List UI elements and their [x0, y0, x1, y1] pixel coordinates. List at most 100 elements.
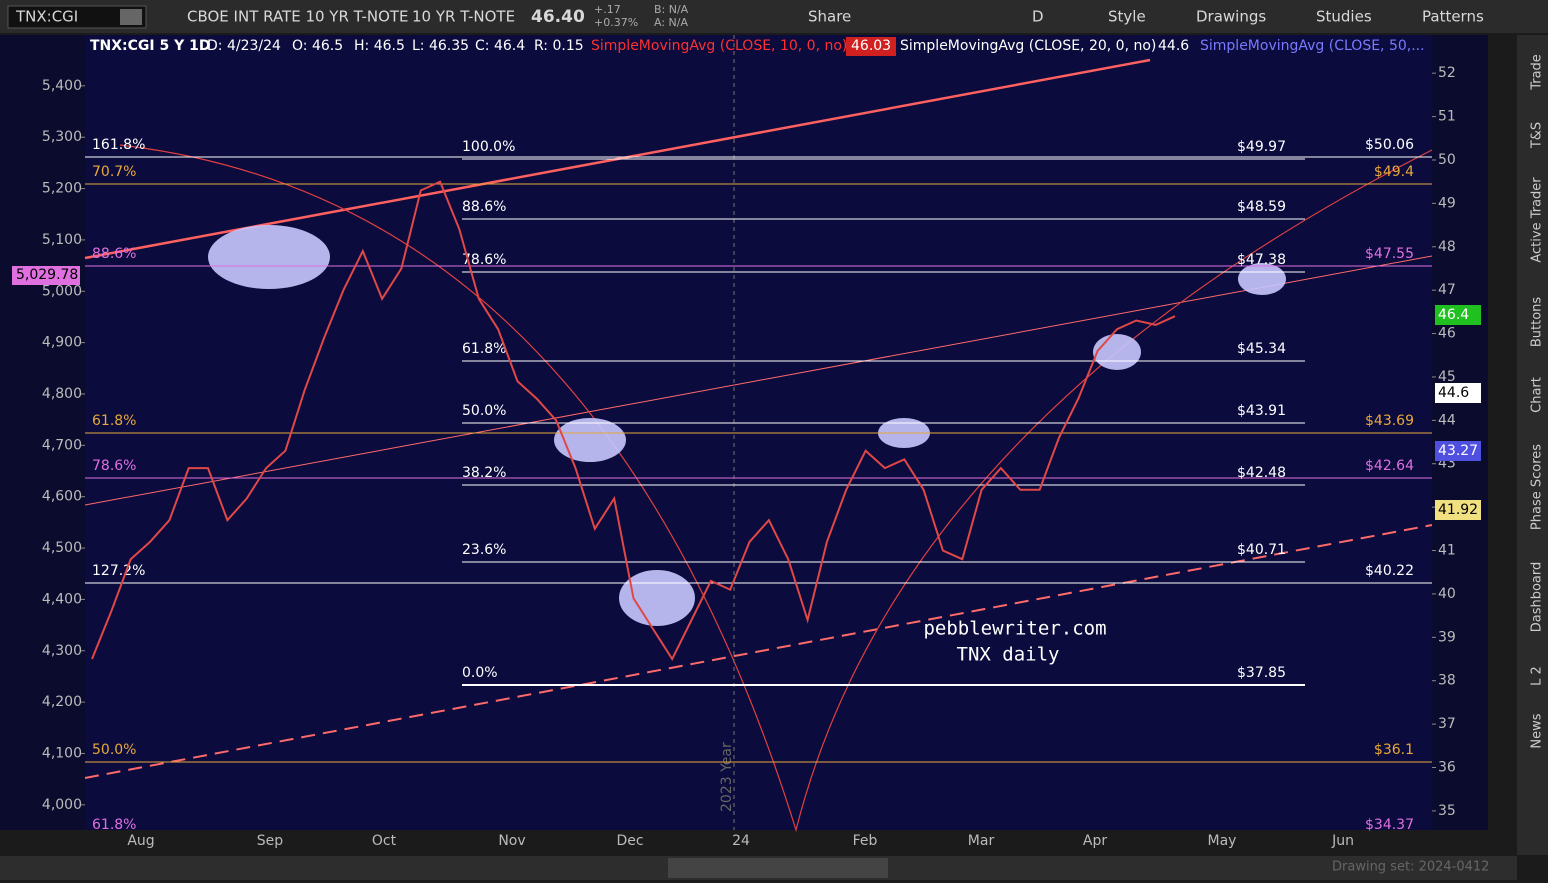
sma50-label: SimpleMovingAvg (CLOSE, 50,... [1200, 38, 1425, 54]
left-tick-label: 4,100 [42, 745, 82, 761]
y-tick-label: 47 [1438, 282, 1456, 298]
highlight-ellipse [1238, 263, 1286, 295]
left-tick-label: 5,200 [42, 181, 82, 197]
x-tick-label: Mar [968, 833, 995, 849]
year-marker: 2023 Year [719, 742, 735, 812]
left-tick-label: 5,100 [42, 232, 82, 248]
left-tick-label: 4,000 [42, 797, 82, 813]
price-line [91, 180, 1176, 662]
x-tick-label: Nov [498, 833, 525, 849]
change: +.17 [594, 3, 621, 16]
header-open: O: 46.5 [292, 38, 343, 54]
left-tick-label: 5,400 [42, 78, 82, 94]
fib-pct: 23.6% [462, 542, 506, 558]
x-tick-label: Oct [372, 833, 397, 849]
left-tick-label: 4,800 [42, 386, 82, 402]
header-date: D: 4/23/24 [207, 38, 281, 54]
fib-pct: 127.2% [92, 563, 145, 579]
fib-pct: 88.6% [92, 246, 136, 262]
sma20-label: SimpleMovingAvg (CLOSE, 20, 0, no) [900, 38, 1156, 54]
fib-price: $49.97 [1237, 139, 1286, 155]
y-tick-label: 41 [1438, 543, 1456, 559]
fib-price: $42.48 [1237, 465, 1286, 481]
left-badge-label: 5,029.78 [16, 267, 78, 283]
left-tick-label: 4,200 [42, 694, 82, 710]
header-range: R: 0.15 [534, 38, 584, 54]
price-badge [1435, 441, 1481, 461]
side-tab[interactable]: Dashboard [1530, 562, 1545, 633]
fib-pct: 88.6% [462, 199, 506, 215]
right-axis-bg [1432, 35, 1488, 830]
fib-pct: 100.0% [462, 139, 515, 155]
side-tab[interactable]: News [1530, 713, 1545, 748]
fib-price: $37.85 [1237, 665, 1286, 681]
sma10-badge [846, 37, 896, 56]
toolbar [0, 0, 1548, 33]
share-button[interactable]: Share [808, 8, 851, 26]
sma20-value: 44.6 [1158, 38, 1189, 54]
x-tick-label: May [1208, 833, 1237, 849]
style-button[interactable]: Style [1108, 8, 1146, 26]
fib-price: $40.22 [1365, 563, 1414, 579]
description: CBOE INT RATE 10 YR T-NOTE [187, 8, 409, 26]
fib-pct: 78.6% [92, 458, 136, 474]
price-badge-label: 46.4 [1438, 307, 1469, 323]
left-tick-label: 4,300 [42, 643, 82, 659]
left-tick-label: 4,500 [42, 540, 82, 556]
fib-pct: 50.0% [462, 403, 506, 419]
fib-price: $36.1 [1374, 742, 1414, 758]
fib-pct: 0.0% [462, 665, 498, 681]
watermark-line: pebblewriter.com [923, 618, 1106, 640]
watermark: pebblewriter.com TNX daily [923, 618, 1106, 666]
x-tick-label: Aug [127, 833, 154, 849]
fib-pct: 61.8% [92, 413, 136, 429]
fib-price: $34.37 [1365, 817, 1414, 833]
patterns-button[interactable]: Patterns [1422, 8, 1484, 26]
symbol-dropdown[interactable] [120, 9, 142, 25]
y-tick-label: 39 [1438, 629, 1456, 645]
change-pct: +0.37% [594, 16, 638, 29]
drawings-button[interactable]: Drawings [1196, 8, 1266, 26]
fib-price: $47.55 [1365, 246, 1414, 262]
side-tab[interactable]: L 2 [1530, 666, 1545, 686]
price-badge [1435, 500, 1481, 520]
header-close: C: 46.4 [475, 38, 525, 54]
left-tick-label: 4,900 [42, 335, 82, 351]
side-panel [1517, 35, 1548, 855]
fib-pct: 61.8% [462, 341, 506, 357]
fib-price: $47.38 [1237, 252, 1286, 268]
side-tab[interactable]: Buttons [1530, 297, 1545, 348]
side-tab[interactable]: Trade [1530, 54, 1545, 91]
side-tab[interactable]: Phase Scores [1530, 444, 1545, 530]
x-tick-label: Jun [1331, 833, 1354, 849]
price-badge [1435, 383, 1481, 403]
symbol[interactable]: TNX:CGI [15, 8, 78, 26]
aggregation-button[interactable]: D [1032, 8, 1044, 26]
fib-price: $48.59 [1237, 199, 1286, 215]
price-badge-label: 41.92 [1438, 502, 1478, 518]
y-tick-label: 46 [1438, 326, 1456, 342]
left-tick-label: 5,000 [42, 283, 82, 299]
studies-button[interactable]: Studies [1316, 8, 1372, 26]
y-tick-label: 45 [1438, 369, 1456, 385]
side-tab[interactable]: Active Trader [1530, 177, 1545, 263]
scroll-thumb[interactable] [668, 858, 888, 878]
trend-line [84, 524, 1433, 779]
x-tick-label: Feb [853, 833, 878, 849]
fib-price: $42.64 [1365, 458, 1414, 474]
fib-price: $43.91 [1237, 403, 1286, 419]
fib-price: $45.34 [1237, 341, 1286, 357]
fib-price: $50.06 [1365, 137, 1414, 153]
left-tick-label: 4,600 [42, 489, 82, 505]
last-price: 46.40 [531, 7, 585, 27]
highlight-ellipse [554, 418, 626, 462]
side-tab[interactable]: Chart [1530, 377, 1545, 413]
fib-pct: 70.7% [92, 164, 136, 180]
y-tick-label: 44 [1438, 412, 1456, 428]
fib-pct: 78.6% [462, 252, 506, 268]
y-tick-label: 51 [1438, 109, 1456, 125]
side-tab[interactable]: T&S [1530, 122, 1545, 149]
fib-pct: 50.0% [92, 742, 136, 758]
x-tick-label: Apr [1083, 833, 1107, 849]
symbol-box[interactable] [7, 5, 147, 29]
